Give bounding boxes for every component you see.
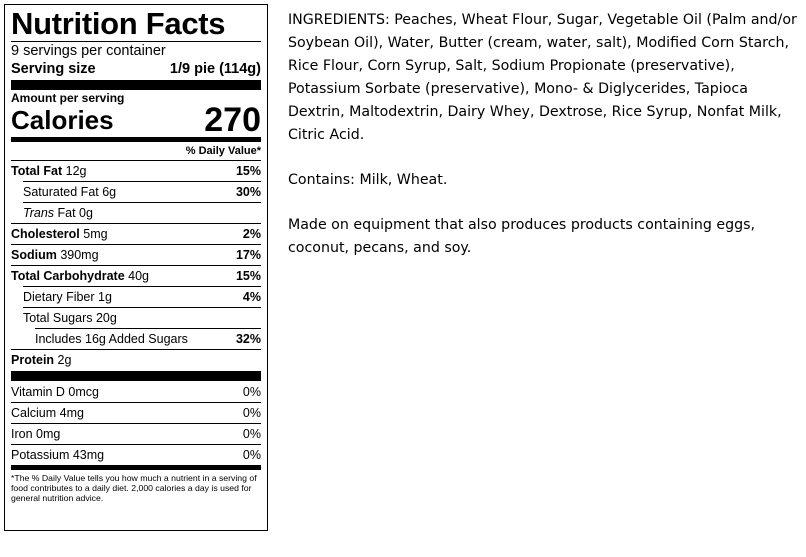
nutrient-row-total-carbohydrate: Total Carbohydrate 40g 15% — [11, 266, 261, 286]
divider-thick — [11, 371, 261, 381]
nutrient-name: Total Sugars — [23, 311, 93, 325]
divider — [23, 307, 261, 308]
nutrient-name: Includes 16g Added Sugars — [35, 332, 188, 346]
divider — [11, 41, 261, 42]
nutrient-dv: 4% — [242, 290, 261, 304]
nutrient-name: Sodium — [11, 248, 57, 262]
vitamin-dv: 0% — [242, 406, 261, 420]
nutrient-name: Trans — [23, 206, 55, 220]
nutrient-amount: 40g — [128, 269, 150, 283]
nutrient-amount: 12g — [65, 164, 87, 178]
divider-thick — [11, 80, 261, 90]
nutrient-amount: 20g — [95, 311, 117, 325]
equipment-text: Made on equipment that also produces pro… — [288, 217, 756, 256]
nutrient-row-added-sugars: Includes 16g Added Sugars 32% — [11, 329, 261, 349]
nutrient-dv: 15% — [235, 269, 261, 283]
divider — [23, 286, 261, 287]
divider — [23, 181, 261, 182]
nutrient-name: Protein — [11, 353, 55, 367]
divider-medium — [11, 465, 261, 470]
nutrient-row-total-sugars: Total Sugars 20g — [11, 308, 261, 328]
divider — [11, 444, 261, 445]
divider — [11, 223, 261, 224]
nutrient-amount: 390mg — [60, 248, 99, 262]
nutrient-row-saturated-fat: Saturated Fat 6g 30% — [11, 182, 261, 202]
nutrient-amount: 2g — [57, 353, 72, 367]
divider — [35, 328, 261, 329]
divider — [11, 160, 261, 161]
ingredients-text: INGREDIENTS: Peaches, Wheat Flour, Sugar… — [288, 12, 797, 143]
divider — [11, 423, 261, 424]
nutrient-amount: Fat 0g — [57, 206, 93, 220]
vitamin-row: Potassium 43mg 0% — [11, 445, 261, 465]
divider — [11, 265, 261, 266]
nutrient-amount: 5mg — [83, 227, 108, 241]
calories-label: Calories — [11, 105, 114, 135]
nutrient-row-trans-fat: Trans Fat 0g — [11, 203, 261, 223]
vitamin-dv: 0% — [242, 448, 261, 462]
footnote: *The % Daily Value tells you how much a … — [11, 473, 257, 503]
divider — [23, 202, 261, 203]
nutrient-name: Saturated Fat — [23, 185, 99, 199]
calories-row: Calories 270 — [11, 101, 261, 139]
nutrient-name: Total Fat — [11, 164, 63, 178]
daily-value-header: % Daily Value* — [185, 145, 261, 157]
nutrition-facts-label: Nutrition Facts 9 servings per container… — [4, 4, 268, 531]
vitamin-row: Vitamin D 0mcg 0% — [11, 382, 261, 402]
contains-text: Contains: Milk, Wheat. — [288, 172, 448, 188]
nutrient-dv: 15% — [235, 164, 261, 178]
nutrient-name: Dietary Fiber — [23, 290, 95, 304]
ingredients-panel: INGREDIENTS: Peaches, Wheat Flour, Sugar… — [288, 9, 798, 282]
nutrient-row-cholesterol: Cholesterol 5mg 2% — [11, 224, 261, 244]
label-title: Nutrition Facts — [11, 6, 226, 41]
divider-medium — [11, 137, 261, 142]
nutrient-row-dietary-fiber: Dietary Fiber 1g 4% — [11, 287, 261, 307]
vitamin-name: Calcium 4mg — [11, 406, 84, 420]
vitamin-row: Calcium 4mg 0% — [11, 403, 261, 423]
nutrient-amount: 1g — [98, 290, 112, 304]
calories-value: 270 — [204, 101, 261, 139]
divider — [11, 402, 261, 403]
divider — [11, 244, 261, 245]
vitamin-row: Iron 0mg 0% — [11, 424, 261, 444]
nutrient-dv: 2% — [242, 227, 261, 241]
vitamin-name: Potassium 43mg — [11, 448, 105, 462]
vitamin-dv: 0% — [242, 427, 261, 441]
nutrient-dv: 17% — [235, 248, 261, 262]
servings-per-container: 9 servings per container — [11, 43, 166, 59]
nutrient-dv: 30% — [235, 185, 261, 199]
serving-size-label: Serving size — [11, 61, 96, 77]
nutrient-amount: 6g — [102, 185, 117, 199]
divider — [11, 349, 261, 350]
serving-size-value: 1/9 pie (114g) — [169, 61, 261, 77]
amount-per-serving: Amount per serving — [11, 91, 125, 105]
nutrient-row-total-fat: Total Fat 12g 15% — [11, 161, 261, 181]
nutrient-row-sodium: Sodium 390mg 17% — [11, 245, 261, 265]
vitamin-dv: 0% — [242, 385, 261, 399]
vitamin-name: Vitamin D 0mcg — [11, 385, 99, 399]
nutrient-row-protein: Protein 2g — [11, 350, 261, 370]
serving-size-row: Serving size 1/9 pie (114g) — [11, 60, 261, 78]
nutrient-name: Cholesterol — [11, 227, 80, 241]
nutrient-name: Total Carbohydrate — [11, 269, 125, 283]
nutrient-dv: 32% — [235, 332, 261, 346]
vitamin-name: Iron 0mg — [11, 427, 61, 441]
